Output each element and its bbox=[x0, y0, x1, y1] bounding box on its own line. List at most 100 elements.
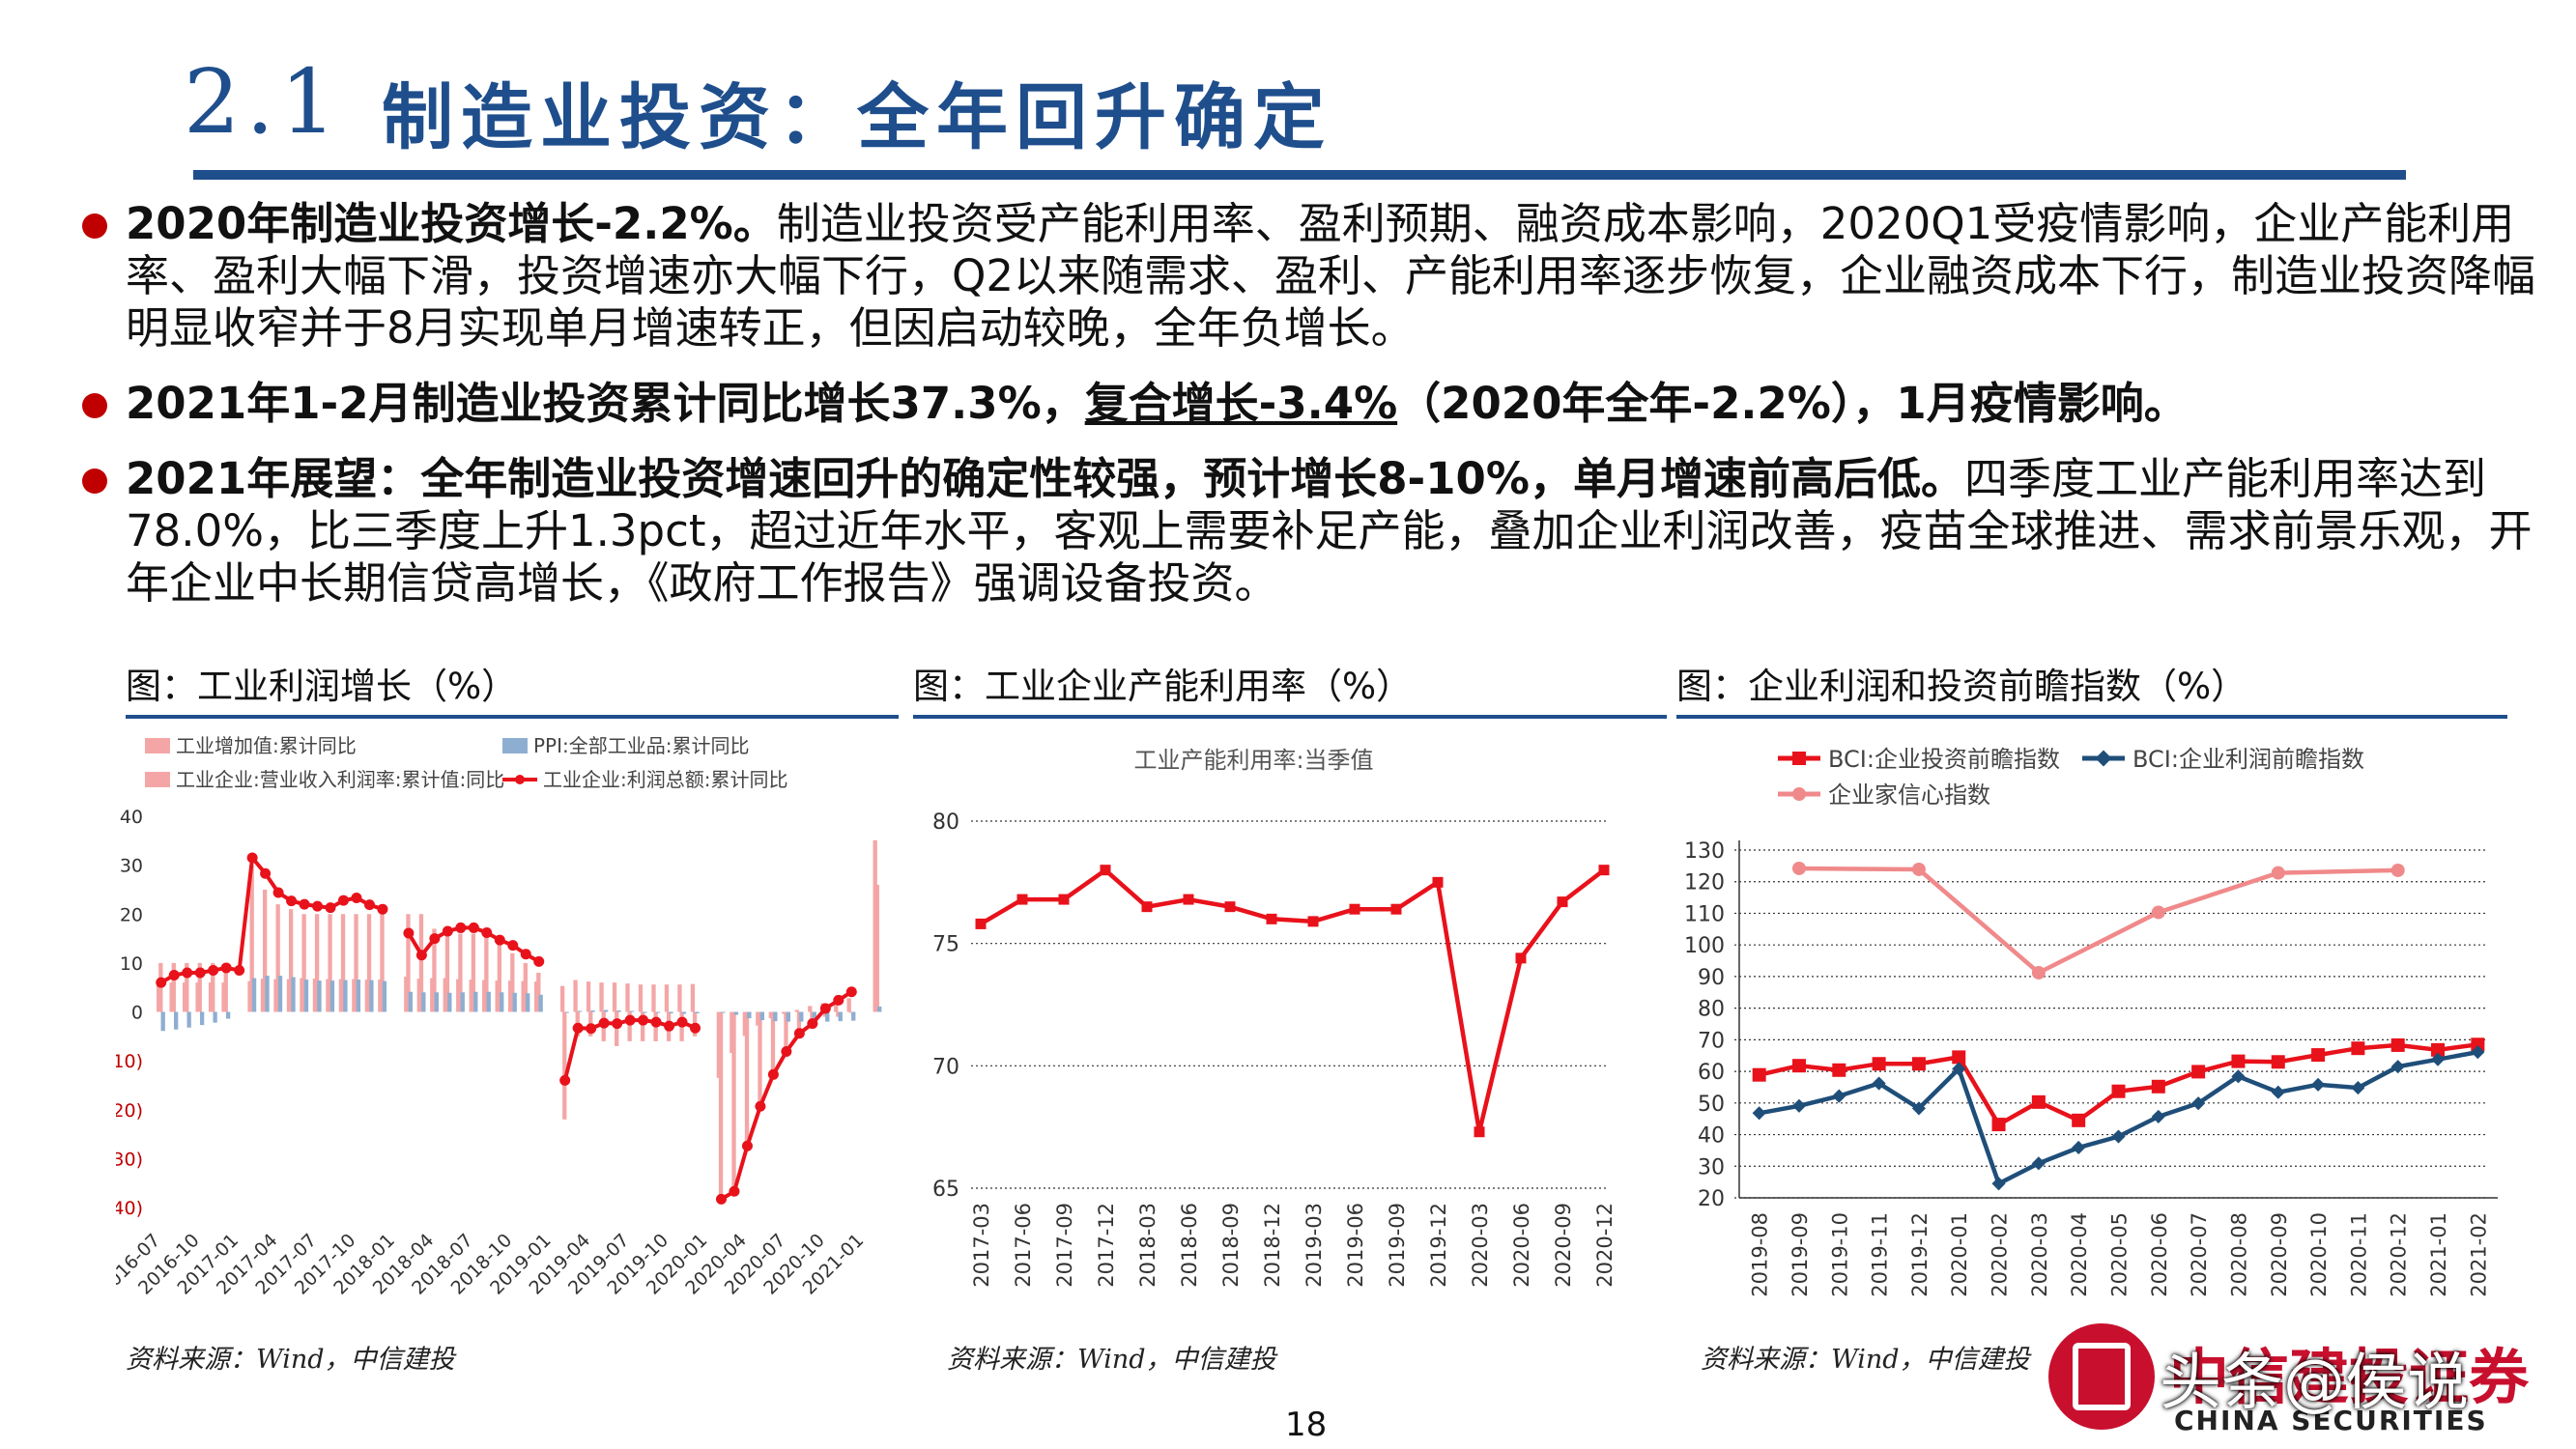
data-point bbox=[975, 918, 987, 929]
y-tick-label: 20 bbox=[120, 904, 143, 925]
section-number: 2.1 bbox=[184, 50, 343, 154]
bar bbox=[681, 1011, 687, 1014]
bar bbox=[730, 1011, 734, 1054]
bar bbox=[756, 1011, 760, 1026]
data-point bbox=[2271, 1085, 2285, 1099]
logo-text-en: CHINA SECURITIES bbox=[2174, 1405, 2488, 1436]
data-point bbox=[2311, 1077, 2326, 1092]
bar bbox=[343, 980, 348, 1012]
data-point bbox=[533, 955, 545, 967]
x-tick-label: 2019-09 bbox=[1386, 1203, 1409, 1288]
bullet-text: （2020年全年-2.2%），1月疫情影响。 bbox=[1397, 378, 2188, 429]
bar bbox=[352, 979, 357, 1012]
legend-swatch bbox=[145, 772, 170, 787]
data-point bbox=[1307, 916, 1319, 927]
bar bbox=[174, 1011, 179, 1030]
y-tick-label: (40) bbox=[116, 1198, 143, 1219]
data-point bbox=[1016, 894, 1028, 905]
bar bbox=[822, 1011, 828, 1017]
x-tick-label: 2019-12 bbox=[1427, 1203, 1450, 1288]
data-point bbox=[755, 1100, 766, 1112]
bar bbox=[758, 1011, 762, 1105]
data-point bbox=[312, 900, 324, 912]
bar bbox=[312, 979, 318, 1012]
bar bbox=[695, 1011, 700, 1014]
bar bbox=[421, 992, 426, 1012]
data-point bbox=[208, 964, 219, 976]
bar bbox=[434, 992, 439, 1012]
data-point bbox=[1349, 903, 1360, 915]
data-point bbox=[690, 1022, 701, 1034]
x-tick-label: 2020-11 bbox=[2347, 1212, 2370, 1297]
bar bbox=[458, 933, 463, 1012]
bullet-dot-icon bbox=[82, 393, 107, 418]
bar bbox=[521, 980, 526, 1012]
legend-label: PPI:全部工业品:累计同比 bbox=[533, 734, 750, 757]
legend-label: 企业家信心指数 bbox=[1828, 781, 1990, 809]
bullet-list: 2020年制造业投资增长-2.2%。制造业投资受产能利用率、盈利预期、融资成本影… bbox=[82, 198, 2536, 633]
bar bbox=[640, 1011, 645, 1041]
y-tick-label: 130 bbox=[1684, 839, 1725, 864]
data-point bbox=[429, 933, 441, 945]
bar bbox=[747, 1011, 752, 1019]
bar bbox=[225, 1011, 231, 1019]
bar bbox=[603, 1009, 609, 1012]
data-point bbox=[481, 926, 493, 938]
data-point bbox=[1183, 894, 1194, 905]
bar bbox=[599, 982, 604, 1012]
bar bbox=[265, 976, 270, 1012]
data-point bbox=[468, 922, 479, 933]
bar bbox=[404, 977, 409, 1012]
bar bbox=[718, 1011, 724, 1198]
series-line bbox=[1759, 1049, 2478, 1187]
data-point bbox=[260, 867, 272, 879]
y-tick-label: 120 bbox=[1684, 871, 1725, 895]
bar bbox=[406, 914, 411, 1012]
bar bbox=[301, 914, 306, 1012]
bar bbox=[300, 978, 304, 1012]
x-tick-label: 2020-09 bbox=[2268, 1212, 2291, 1297]
x-tick-label: 2020-09 bbox=[1552, 1203, 1575, 1288]
bar bbox=[408, 991, 414, 1012]
bar bbox=[690, 983, 696, 1012]
y-tick-label: (30) bbox=[116, 1149, 143, 1170]
x-tick-label: 2019-11 bbox=[1869, 1212, 1892, 1297]
bullet-text: 2021年展望：全年制造业投资增速回升的确定性较强，预计增长8-10%，单月增速… bbox=[126, 453, 1964, 504]
data-point bbox=[351, 893, 362, 904]
bar bbox=[508, 980, 513, 1012]
data-point bbox=[168, 970, 180, 981]
legend-marker bbox=[515, 775, 525, 784]
data-point bbox=[1832, 1063, 1846, 1077]
bar bbox=[182, 982, 187, 1012]
data-point bbox=[715, 1193, 727, 1205]
y-tick-label: 70 bbox=[1698, 1029, 1725, 1053]
bar bbox=[651, 984, 656, 1012]
data-point bbox=[741, 1140, 753, 1151]
y-tick-label: 40 bbox=[120, 807, 143, 828]
bullet-item: 2021年1-2月制造业投资累计同比增长37.3%，复合增长-3.4%（2020… bbox=[82, 378, 2536, 430]
logo-text-cn: 中信建投证券 bbox=[2169, 1342, 2530, 1412]
data-point bbox=[1952, 1050, 1966, 1065]
data-point bbox=[2390, 1037, 2405, 1052]
data-point bbox=[403, 927, 415, 939]
bar bbox=[469, 980, 473, 1012]
data-point bbox=[624, 1014, 636, 1026]
bar bbox=[655, 1011, 661, 1013]
bar bbox=[443, 978, 447, 1012]
bar bbox=[799, 1011, 804, 1022]
x-tick-label: 2019-06 bbox=[1344, 1203, 1367, 1288]
x-tick-label: 2019-03 bbox=[1302, 1203, 1326, 1288]
bar bbox=[533, 981, 539, 1012]
legend-swatch bbox=[145, 738, 170, 753]
panel-1-rule bbox=[126, 715, 899, 719]
logo-mark-icon bbox=[2048, 1323, 2155, 1430]
data-point bbox=[2031, 1094, 2046, 1109]
bar bbox=[627, 1011, 632, 1041]
bar bbox=[195, 982, 200, 1012]
panel-2-rule bbox=[913, 715, 1667, 719]
data-point bbox=[833, 994, 844, 1006]
x-tick-label: 2017-06 bbox=[1012, 1203, 1035, 1288]
y-tick-label: 20 bbox=[1698, 1187, 1725, 1211]
y-tick-label: 10 bbox=[120, 953, 143, 975]
data-point bbox=[2431, 1042, 2446, 1057]
